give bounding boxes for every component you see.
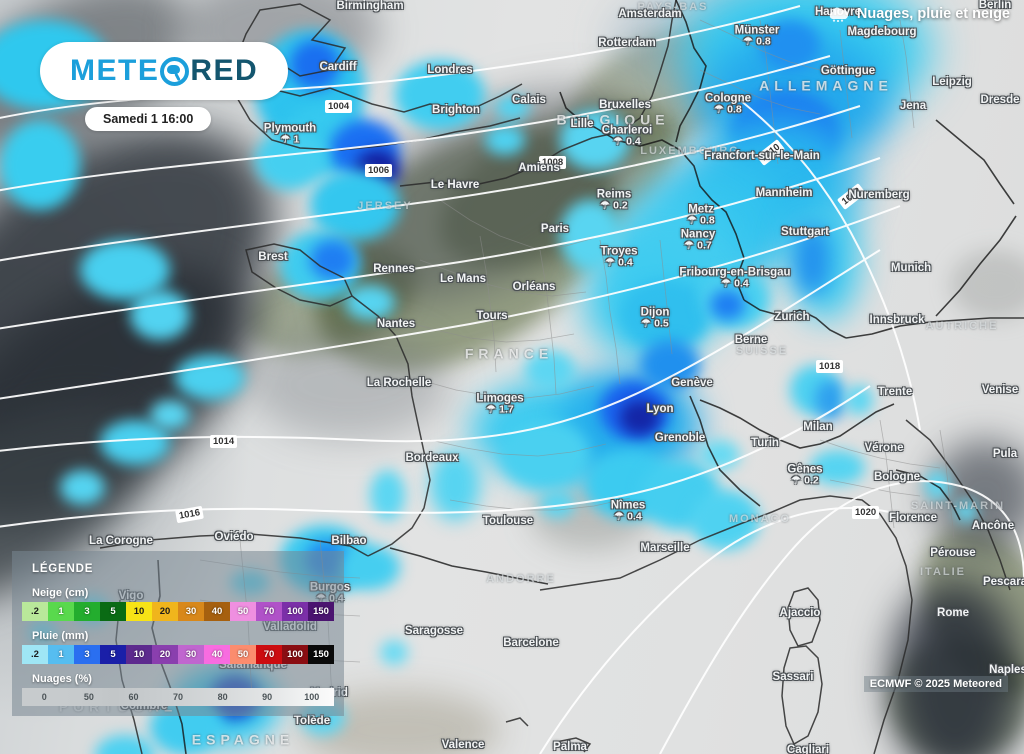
legend-swatch: 20 — [152, 645, 178, 664]
legend-rain-title: Pluie (mm) — [32, 630, 89, 642]
legend-swatch: 10 — [126, 602, 152, 621]
legend-clouds-scale[interactable]: 0 50 60 70 80 90 100 — [22, 688, 334, 706]
legend-cloud-tick: 60 — [128, 692, 139, 702]
layer-title[interactable]: Nuages, pluie et neige — [827, 6, 1010, 22]
legend-swatch: 30 — [178, 602, 204, 621]
legend-swatch: 50 — [230, 645, 256, 664]
legend-swatch: 70 — [256, 602, 282, 621]
legend-rain-scale[interactable]: .2 1 3 5 10 20 30 40 50 70 100 150 — [22, 645, 334, 664]
legend-cloud-tick: 100 — [304, 692, 320, 702]
legend-swatch: 100 — [282, 602, 308, 621]
legend-swatch: .2 — [22, 645, 48, 664]
legend-panel: LÉGENDE Neige (cm) .2 1 3 5 10 20 30 40 50 70 100 1… — [12, 551, 344, 716]
legend-swatch: 70 — [256, 645, 282, 664]
legend-swatch: 40 — [204, 645, 230, 664]
legend-swatch: 5 — [100, 602, 126, 621]
attribution-text: ECMWF © 2025 Meteored — [863, 676, 1008, 692]
legend-swatch: .2 — [22, 602, 48, 621]
meteored-logo[interactable]: METE RED — [40, 42, 289, 100]
legend-cloud-tick: 90 — [262, 692, 273, 702]
legend-cloud-tick: 0 — [41, 692, 47, 702]
legend-swatch: 3 — [74, 645, 100, 664]
legend-swatch: 20 — [152, 602, 178, 621]
legend-snow-scale[interactable]: .2 1 3 5 10 20 30 40 50 70 100 150 — [22, 602, 334, 621]
legend-swatch: 30 — [178, 645, 204, 664]
legend-cloud-tick: 80 — [217, 692, 228, 702]
legend-swatch: 10 — [126, 645, 152, 664]
legend-swatch: 1 — [48, 602, 74, 621]
legend-cloud-tick: 70 — [173, 692, 184, 702]
legend-swatch: 50 — [230, 602, 256, 621]
legend-swatch: 40 — [204, 602, 230, 621]
brand-name-part2: RED — [190, 54, 259, 87]
legend-swatch: 150 — [308, 602, 334, 621]
legend-cloud-tick: 50 — [83, 692, 94, 702]
legend-swatch: 3 — [74, 602, 100, 621]
brand-name-part1: METE — [70, 54, 160, 87]
legend-swatch: 150 — [308, 645, 334, 664]
layer-title-text: Nuages, pluie et neige — [856, 6, 1010, 22]
cloud-icon — [827, 6, 849, 22]
legend-snow-title: Neige (cm) — [32, 587, 89, 599]
timestamp-badge[interactable]: Samedi 1 16:00 — [85, 107, 212, 131]
legend-swatch: 100 — [282, 645, 308, 664]
legend-swatch: 1 — [48, 645, 74, 664]
cloud-droplet-icon — [160, 56, 190, 86]
legend-title: LÉGENDE — [32, 563, 94, 575]
legend-swatch: 5 — [100, 645, 126, 664]
legend-clouds-title: Nuages (%) — [32, 673, 92, 685]
